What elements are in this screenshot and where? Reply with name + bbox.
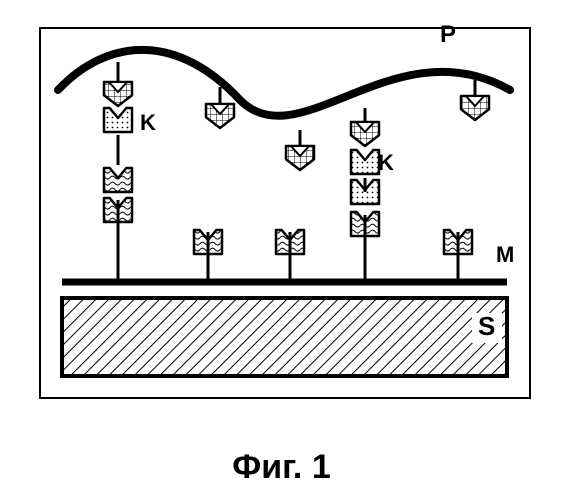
svg-text:K: K — [140, 110, 156, 135]
svg-text:M: M — [496, 242, 514, 267]
figure-caption-text: Фиг. 1 — [232, 448, 330, 486]
diagram-svg: S M P K K — [0, 0, 563, 500]
svg-text:S: S — [478, 311, 495, 341]
svg-text:K: K — [378, 150, 394, 175]
svg-text:P: P — [440, 21, 456, 48]
figure-caption: Фиг. 1 — [0, 448, 563, 487]
